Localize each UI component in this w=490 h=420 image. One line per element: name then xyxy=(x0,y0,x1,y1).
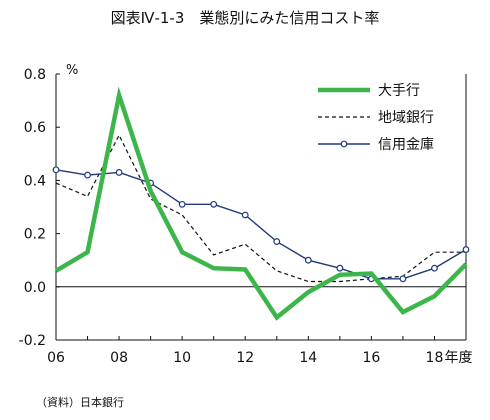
x-tick-label: 06 xyxy=(47,350,65,366)
source-note: （資料）日本銀行 xyxy=(36,395,124,409)
legend-label: 信用金庫 xyxy=(378,136,434,153)
axes: -0.2 0.0 0.2 0.4 0.6 0.8 06 08 10 12 14 16 18 年度 xyxy=(19,67,473,366)
y-tick-label: -0.2 xyxy=(19,333,46,349)
x-tick-label: 08 xyxy=(110,350,128,366)
series-line-2 xyxy=(55,133,466,283)
data-point-marker xyxy=(115,169,123,176)
chart-title: 図表Ⅳ-1-3 業態別にみた信用コスト率 xyxy=(111,9,380,27)
data-point-marker xyxy=(431,264,438,272)
data-point-marker xyxy=(273,238,281,245)
data-point-marker xyxy=(84,171,91,179)
x-tick-label: 10 xyxy=(173,350,191,366)
y-tick-label: 0.6 xyxy=(24,120,46,136)
x-tick-label: 14 xyxy=(299,350,317,366)
y-tick-label: 0.4 xyxy=(24,173,46,189)
y-tick-label: 0.0 xyxy=(24,280,46,296)
x-tick-label: 12 xyxy=(236,350,254,366)
series-line-3 xyxy=(55,169,467,280)
y-tick-label: 0.8 xyxy=(24,67,46,83)
data-point-marker xyxy=(210,200,218,208)
data-point-marker xyxy=(462,246,470,253)
series-layer xyxy=(52,86,470,321)
x-tick-label: 18 xyxy=(426,350,444,366)
y-tick-label: 0.2 xyxy=(24,227,46,243)
legend-label: 地域銀行 xyxy=(378,110,434,126)
x-axis-unit: 年度 xyxy=(444,350,472,366)
data-point-marker xyxy=(399,275,407,283)
data-point-marker xyxy=(336,264,344,272)
data-point-marker xyxy=(304,256,312,264)
data-point-marker xyxy=(178,200,186,208)
series-line-1 xyxy=(54,86,468,321)
x-tick-label: 16 xyxy=(362,350,380,366)
legend-label: 大手行 xyxy=(378,83,420,99)
legend-marker xyxy=(340,140,348,148)
y-axis-unit: % xyxy=(66,63,78,78)
data-point-marker xyxy=(52,166,60,174)
data-point-marker xyxy=(241,211,249,219)
